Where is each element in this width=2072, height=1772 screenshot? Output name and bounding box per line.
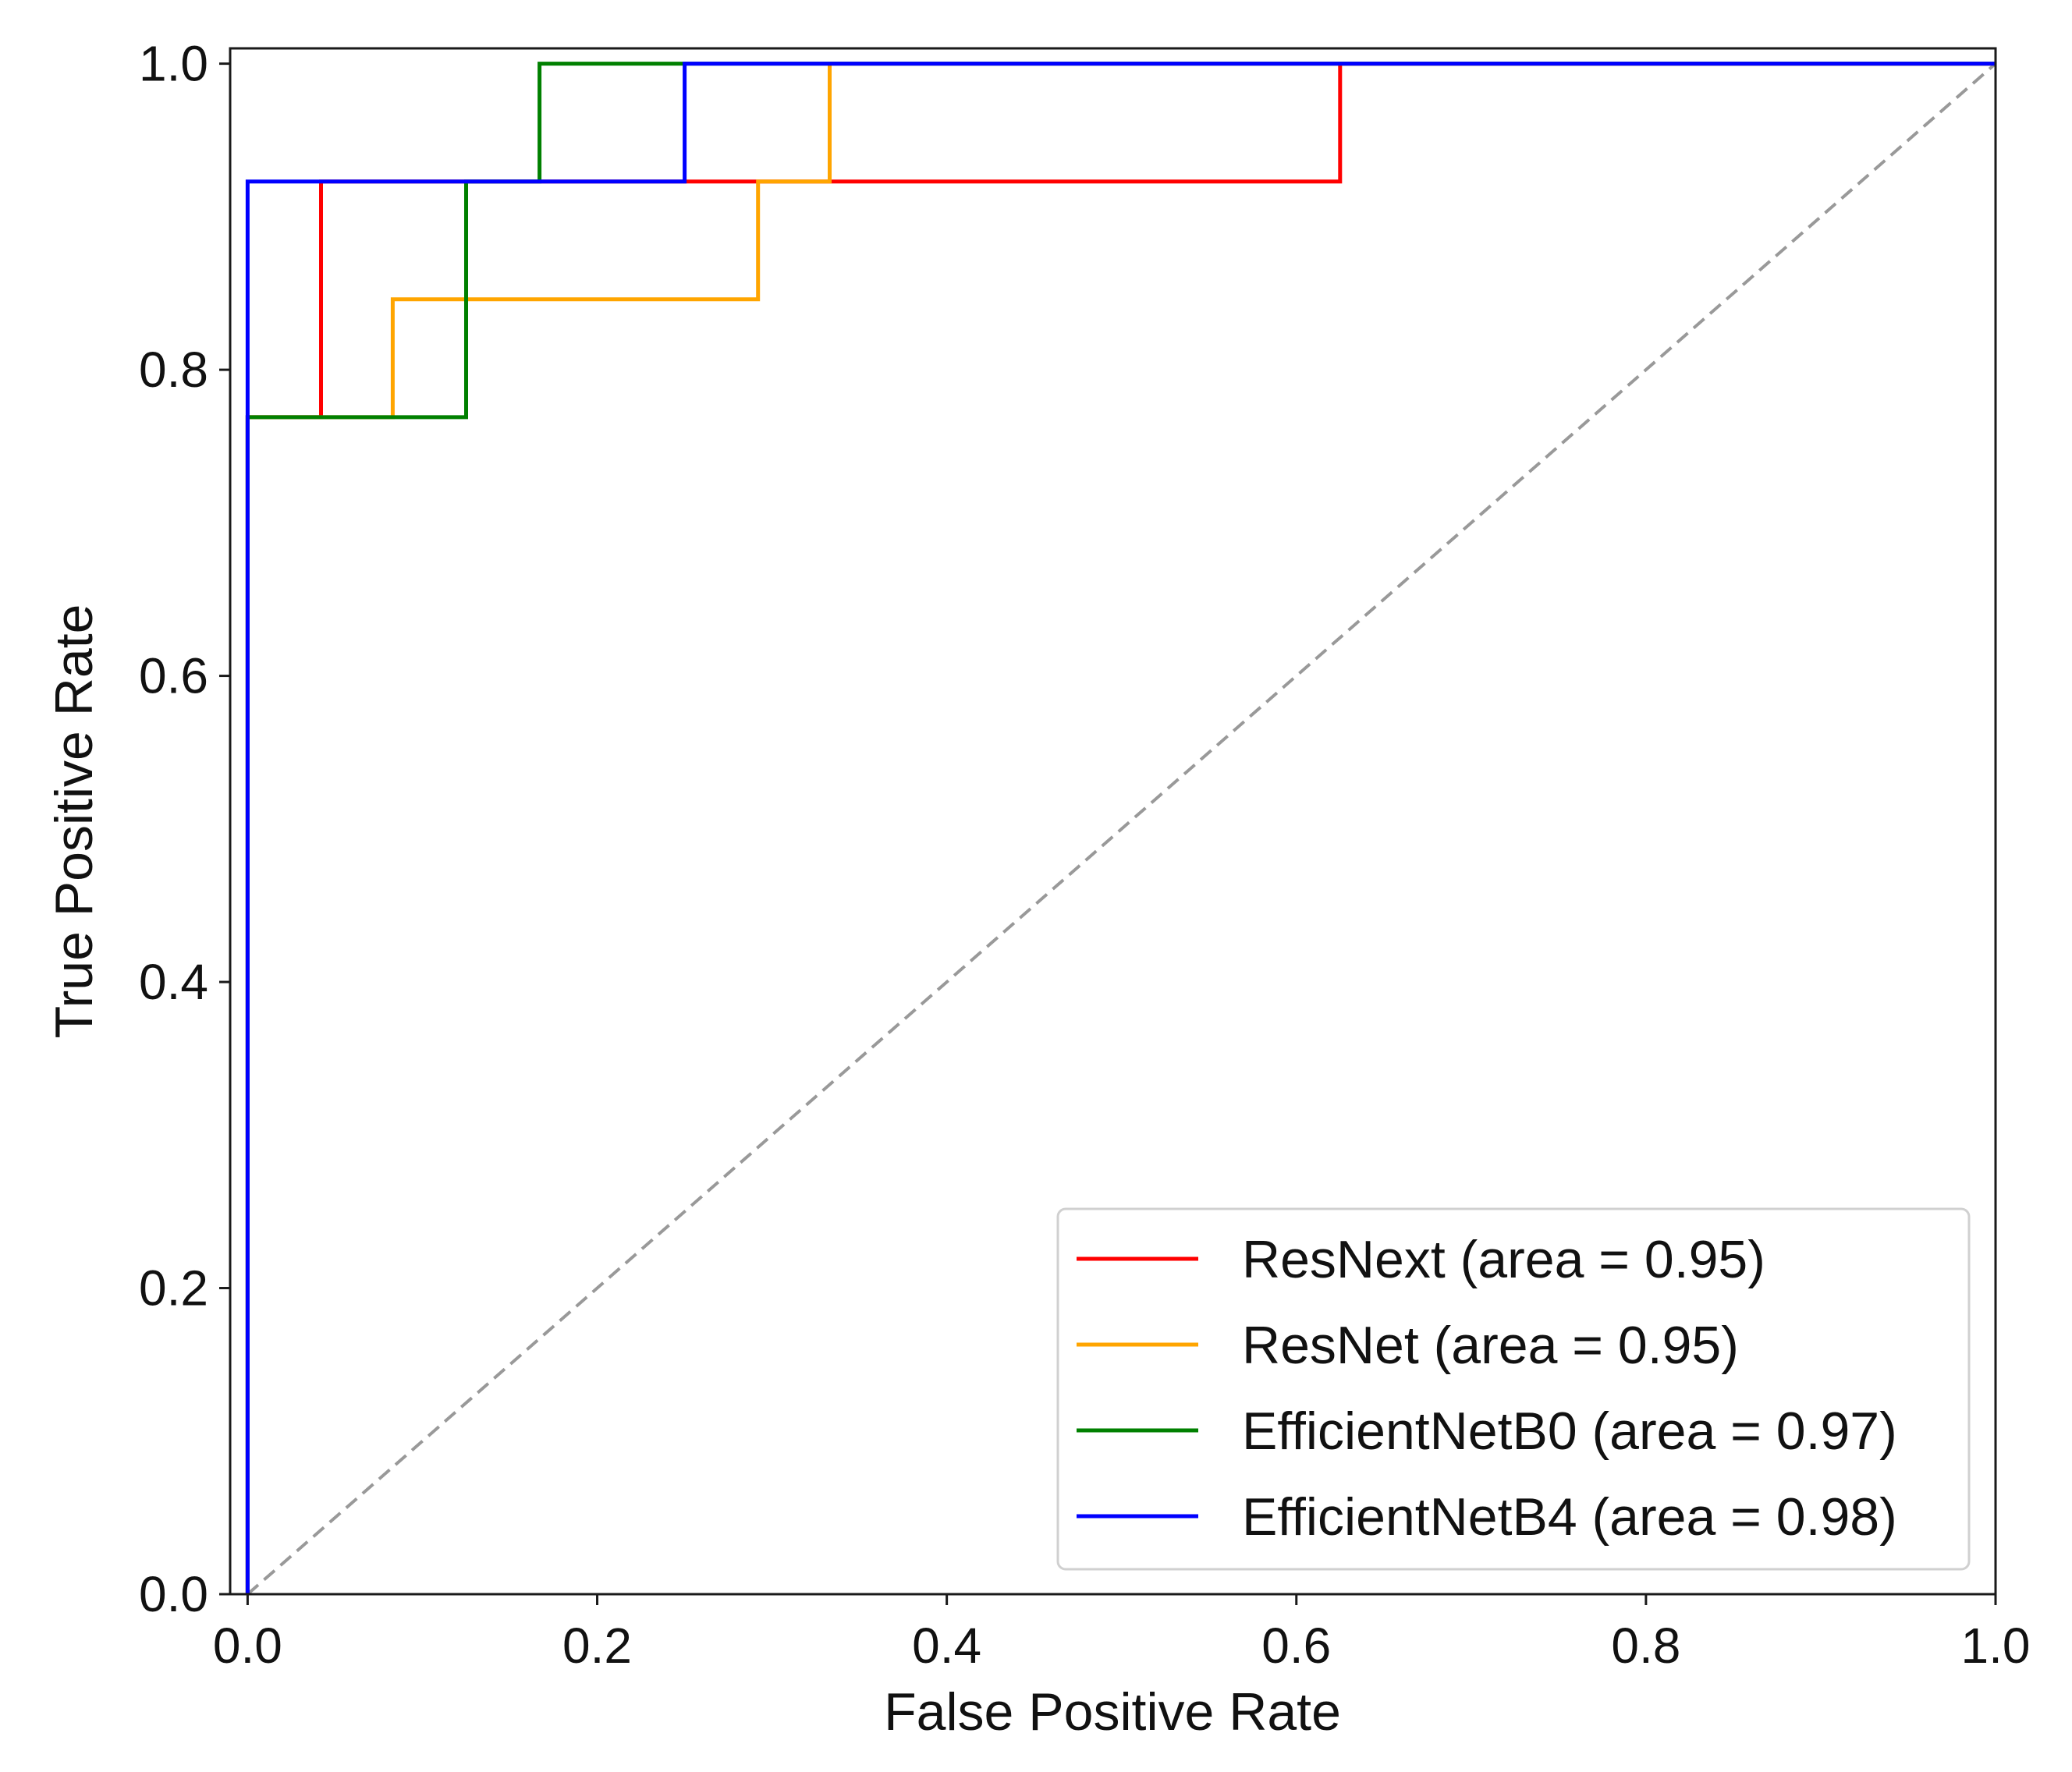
legend-label-efficientnetb4: EfficientNetB4 (area = 0.98) [1242,1487,1897,1547]
legend-label-resnext: ResNext (area = 0.95) [1242,1230,1765,1289]
x-tick-label: 0.6 [1261,1618,1331,1674]
diagonal-reference-layer [247,62,1997,1596]
x-axis-ticks: 0.0 0.2 0.4 0.6 0.8 1.0 [213,1594,2031,1674]
legend-entries: ResNext (area = 0.95) ResNet (area = 0.95… [1077,1230,1897,1547]
y-axis-ticks: 0.0 0.2 0.4 0.6 0.8 1.0 [139,36,230,1622]
y-tick-label: 0.0 [139,1566,208,1622]
diagonal-reference-line [247,62,1997,1596]
y-tick-label: 0.8 [139,342,208,398]
x-axis-label: False Positive Rate [884,1682,1341,1742]
legend-label-resnet: ResNet (area = 0.95) [1242,1316,1739,1375]
y-tick-label: 1.0 [139,36,208,92]
x-tick-label: 1.0 [1961,1618,2031,1674]
y-tick-label: 0.6 [139,648,208,704]
y-axis-label: True Positive Rate [44,604,104,1039]
x-tick-label: 0.2 [562,1618,632,1674]
y-tick-label: 0.4 [139,954,208,1010]
series-layer [245,62,1996,1594]
series-line-efficientnetb4 [245,62,1996,1594]
x-tick-label: 0.0 [213,1618,282,1674]
legend-label-efficientnetb0: EfficientNetB0 (area = 0.97) [1242,1402,1897,1461]
x-tick-label: 0.4 [912,1618,981,1674]
y-tick-label: 0.2 [139,1260,208,1317]
legend-box [1056,1207,1971,1571]
x-tick-label: 0.8 [1611,1618,1680,1674]
legend: ResNext (area = 0.95) ResNet (area = 0.95… [1056,1207,1971,1571]
axes-frame [229,47,1997,1596]
